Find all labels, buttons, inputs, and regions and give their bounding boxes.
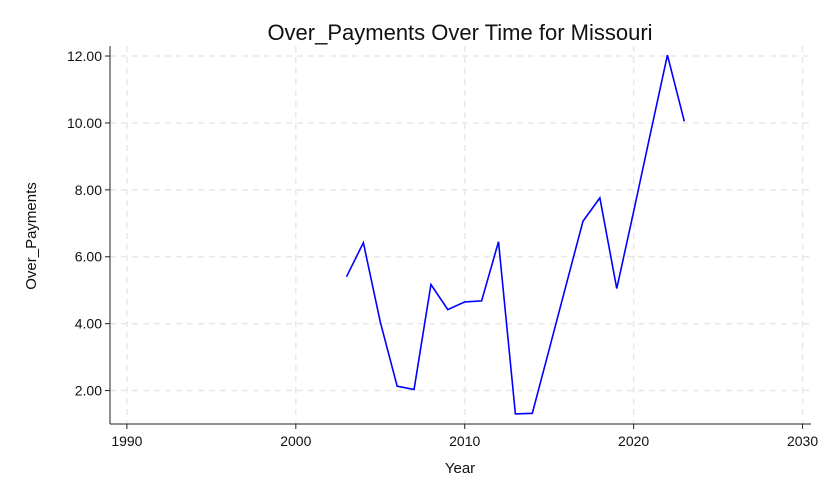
axes-layer — [109, 46, 811, 425]
y-tick-label: 2.00 — [75, 383, 102, 399]
x-tick-label: 2000 — [280, 433, 311, 449]
series-layer — [345, 54, 686, 415]
x-tick-label: 1990 — [111, 433, 142, 449]
ticks-layer: 2.00 4.00 6.00 8.00 10.00 12.00 1990 2000 2010 20… — [67, 48, 818, 449]
y-tick-label: 10.00 — [67, 115, 102, 131]
y-tick-label: 4.00 — [75, 316, 102, 332]
chart-title: Over_Payments Over Time for Missouri — [267, 20, 652, 45]
x-tick-label: 2010 — [449, 433, 480, 449]
y-axis-label: Over_Payments — [23, 182, 40, 290]
x-axis-label: Year — [445, 460, 475, 477]
grid-layer — [110, 46, 811, 424]
y-tick-label: 8.00 — [75, 182, 102, 198]
x-tick-label: 2030 — [787, 433, 818, 449]
x-tick-label: 2020 — [618, 433, 649, 449]
y-tick-label: 6.00 — [75, 249, 102, 265]
y-tick-label: 12.00 — [67, 48, 102, 64]
